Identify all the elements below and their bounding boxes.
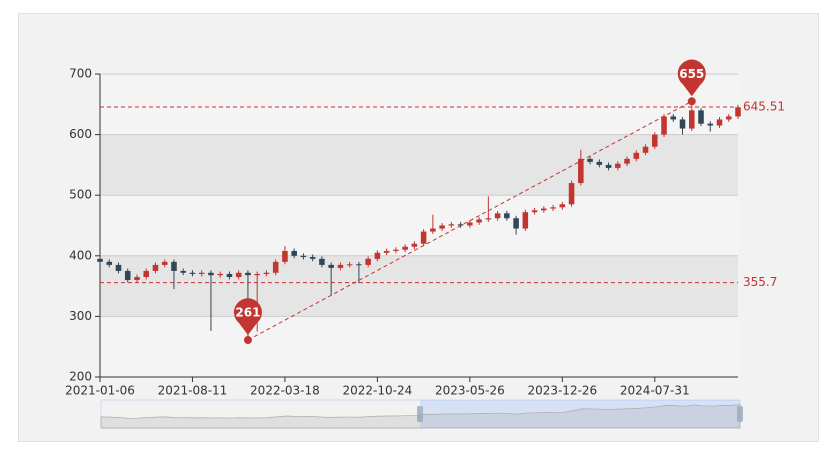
candle-body [171,261,177,271]
x-tick-label: 2022-03-18 [250,384,320,398]
candle-body [346,264,353,266]
candle-body [217,273,223,276]
candle-body [624,158,630,164]
candle-body [541,208,547,211]
candle-body [143,270,150,278]
candle-body [402,246,408,250]
candle-body [328,264,334,268]
candle-body [152,264,159,271]
y-tick-label: 200 [69,370,92,384]
candle-body [124,270,131,281]
mark-line-label: 645.51 [743,100,785,114]
candle-body [485,218,492,220]
candle-body [559,204,566,208]
candle-body [198,272,205,274]
candle-body [661,116,667,135]
candle-body [457,224,464,226]
candle-body [226,273,233,278]
candle-body [633,152,640,159]
candle-body [476,219,482,223]
split-area [100,195,738,256]
mark-point-label: 655 [679,67,704,81]
y-tick-label: 700 [69,67,92,81]
candle-body [235,272,242,278]
y-tick-label: 600 [69,127,92,141]
candle-body [208,272,214,276]
candle-body [513,218,519,229]
candle-body [670,116,677,120]
candle-body [411,243,418,247]
candle-body [180,270,186,273]
split-area [100,316,738,377]
candle-body [106,261,113,265]
y-tick-label: 400 [69,248,92,262]
candle-body [263,272,270,274]
candle-body [439,225,445,229]
candle-body [356,264,362,266]
y-tick-label: 300 [69,309,92,323]
candle-body [309,257,316,259]
candle-body [134,277,140,281]
x-tick-label: 2021-01-06 [65,384,135,398]
candle-body [448,224,455,226]
candle-body [550,207,556,209]
y-tick-label: 500 [69,188,92,202]
mark-point-dot [243,336,252,345]
candle-body [430,228,436,232]
candle-body [707,123,714,126]
split-area [100,74,738,135]
candle-body [282,250,288,262]
candle-body [300,255,307,258]
candle-body [642,146,649,153]
mark-line-label: 355.7 [743,275,777,289]
mark-point-pin [233,298,262,336]
split-area [100,134,738,196]
candle-body [467,222,473,226]
candle-body [596,161,603,165]
candle-body [319,258,325,265]
candle-body [189,272,196,274]
mark-point-pin [677,59,706,97]
x-tick-label: 2023-12-26 [527,384,597,398]
candle-body [522,212,529,229]
candle-body [652,134,658,147]
candle-body [291,250,297,256]
candle-body [245,272,251,276]
candle-body [679,119,686,129]
candle-body [115,264,122,271]
candle-body [374,252,381,259]
mark-point-label: 261 [235,306,260,320]
candle-body [383,250,390,253]
mark-point-dot [687,97,696,106]
candle-body [587,158,593,162]
candle-body [605,164,612,168]
candle-body [272,261,279,273]
candle-body [494,213,501,219]
candle-body [568,183,575,205]
x-tick-label: 2021-08-11 [158,384,228,398]
candle-body [504,213,510,219]
candle-body [716,119,723,126]
candle-body [725,116,732,120]
candle-body [688,110,695,129]
candle-body [254,273,260,276]
candle-body [161,261,168,265]
split-area [100,255,738,317]
candle-body [531,210,538,213]
candle-body [615,163,621,168]
x-tick-label: 2024-07-31 [620,384,690,398]
candle-body [97,258,103,262]
candle-body [393,249,399,251]
candle-body [337,264,344,268]
x-tick-label: 2023-05-26 [435,384,505,398]
candle-body [420,231,427,244]
candle-body [698,110,704,124]
candle-body [735,107,741,117]
candle-body [578,158,584,184]
candle-body [365,258,371,265]
zoom-handle[interactable] [417,406,423,422]
zoom-preview [100,404,741,429]
x-tick-label: 2022-10-24 [343,384,413,398]
